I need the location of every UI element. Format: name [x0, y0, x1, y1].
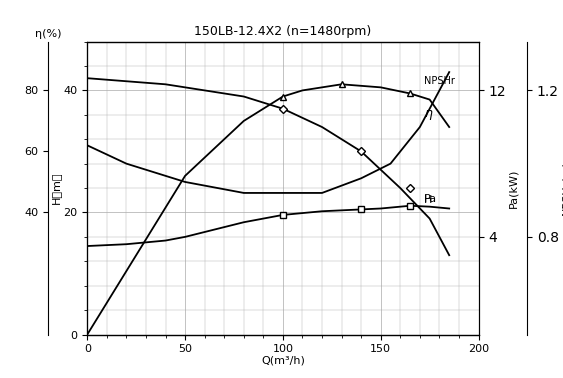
Y-axis label: H（m）: H（m） — [51, 172, 61, 204]
Text: NPSHr: NPSHr — [424, 76, 455, 86]
X-axis label: Q(m³/h): Q(m³/h) — [261, 356, 305, 366]
Text: $\eta$: $\eta$ — [424, 108, 434, 122]
Text: Pa: Pa — [424, 194, 437, 204]
Text: η(%): η(%) — [35, 29, 61, 39]
Text: H: H — [424, 195, 432, 205]
Y-axis label: NPSHr(m): NPSHr(m) — [562, 161, 563, 215]
Y-axis label: Pa(kW): Pa(kW) — [509, 168, 519, 208]
Title: 150LB-12.4X2 (n=1480rpm): 150LB-12.4X2 (n=1480rpm) — [194, 25, 372, 38]
